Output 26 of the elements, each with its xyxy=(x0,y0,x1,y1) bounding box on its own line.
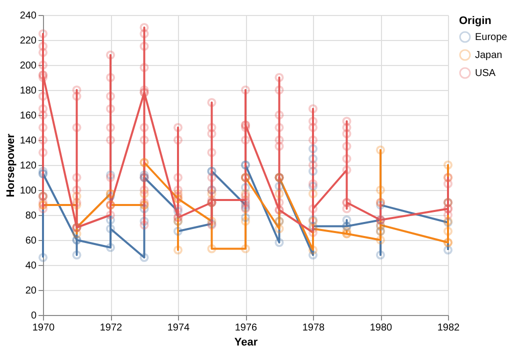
y-tick-label: 160 xyxy=(20,110,37,122)
y-tick-label: 100 xyxy=(20,186,37,196)
x-tick-label: 1970 xyxy=(32,322,56,334)
x-tick-label: 1978 xyxy=(302,322,326,334)
x-axis-title: Year xyxy=(234,336,258,347)
legend-label: Japan xyxy=(475,50,502,61)
y-tick-label: 240 xyxy=(20,10,37,22)
y-tick-label: 40 xyxy=(25,260,37,272)
x-tick-label: 1982 xyxy=(437,322,460,334)
y-tick-label: 200 xyxy=(20,60,37,72)
x-tick-label: 1980 xyxy=(370,322,393,334)
y-tick-label: 220 xyxy=(20,36,37,46)
y-tick-label: 60 xyxy=(25,236,37,246)
legend-title: Origin xyxy=(459,15,492,27)
legend-label: Europe xyxy=(475,32,508,43)
y-tick-label: 120 xyxy=(20,160,37,172)
y-tick-label: 80 xyxy=(25,210,37,222)
y-tick-label: 140 xyxy=(20,136,37,146)
y-tick-label: 20 xyxy=(25,286,37,296)
y-axis-title: Horsepower xyxy=(4,133,17,198)
x-tick-label: 1976 xyxy=(234,322,258,334)
y-tick-label: 180 xyxy=(20,86,37,96)
legend-label: USA xyxy=(475,68,496,79)
x-tick-label: 1972 xyxy=(100,322,123,334)
x-tick-label: 1974 xyxy=(167,322,190,334)
y-tick-label: 0 xyxy=(30,310,37,322)
